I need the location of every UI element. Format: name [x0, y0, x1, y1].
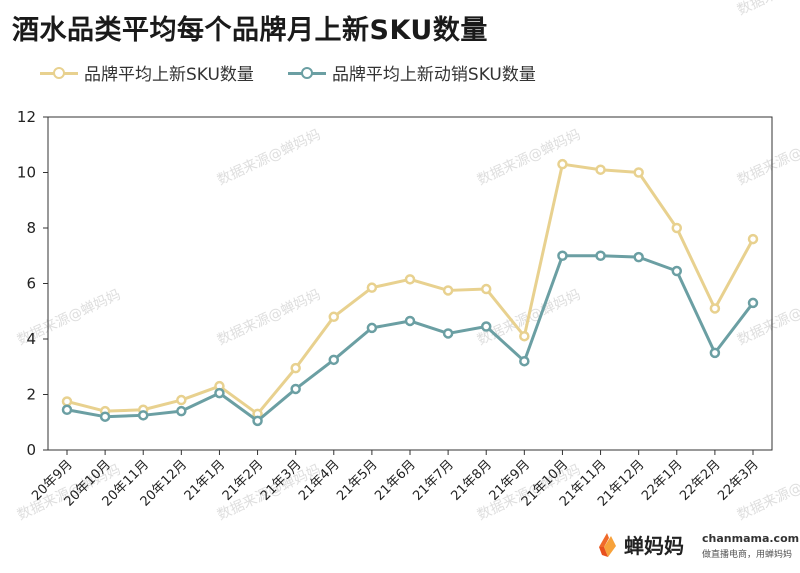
series-1-point [290, 362, 301, 374]
series-1-point [480, 283, 492, 295]
series-1-point [176, 394, 187, 406]
y-tick-label: 0 [26, 441, 36, 459]
watermark-text: 数据来源@蝉妈妈 [215, 287, 323, 349]
series-2-point [709, 347, 721, 359]
x-tick-label: 21年6月 [372, 457, 419, 504]
y-tick-label: 4 [26, 330, 36, 348]
y-tick-label: 8 [26, 219, 36, 237]
series-2-point [214, 387, 225, 399]
series-1-point [557, 158, 568, 170]
legend-swatch-series-2 [287, 66, 326, 80]
brand-name: 蝉妈妈 [624, 534, 684, 558]
chart-title: 酒水品类平均每个品牌月上新SKU数量 [12, 15, 488, 46]
series-2-point [557, 250, 568, 261]
series-2-point [671, 265, 683, 277]
series-2-point [99, 411, 111, 422]
series-2-point [252, 415, 263, 427]
watermark-text: 数据来源@蝉妈妈 [215, 127, 323, 189]
watermark-text: 数据来源@蝉妈妈 [735, 127, 800, 189]
series-2-point [480, 321, 492, 332]
legend-swatch-series-1 [40, 66, 78, 80]
legend-item-series-1: 品牌平均上新SKU数量 [40, 60, 254, 85]
series-2-point [290, 383, 301, 395]
series-1-point [595, 164, 606, 175]
brand-url: chanmama.com [702, 532, 800, 545]
x-tick-label: 21年8月 [449, 457, 496, 504]
y-tick-label: 2 [26, 386, 36, 404]
series-2-point [519, 355, 530, 367]
legend-item-series-2: 品牌平均上新动销SKU数量 [287, 60, 536, 85]
series-2-point [137, 410, 149, 421]
series-2-point [747, 297, 759, 309]
x-tick-label: 22年1月 [639, 457, 686, 504]
series-1-point [61, 396, 73, 407]
legend-label-series-1: 品牌平均上新SKU数量 [84, 65, 254, 85]
series-1-point [633, 167, 644, 178]
series-1-point [404, 274, 416, 285]
watermark-text: 数据来源@蝉妈妈 [475, 127, 583, 189]
x-tick-label: 21年7月 [410, 457, 457, 504]
series-2-point [633, 251, 644, 263]
series-1-point [709, 303, 721, 314]
series-1-point [519, 330, 530, 342]
y-tick-label: 12 [17, 108, 36, 126]
series-1-point [671, 222, 683, 234]
series-2-point [404, 315, 416, 327]
series-1-point [366, 282, 378, 293]
series-1-point [328, 311, 340, 323]
series-2-point [328, 354, 340, 366]
watermark-text: 数据来源@蝉妈妈 [735, 287, 800, 349]
x-tick-label: 22年2月 [677, 457, 724, 504]
x-tick-label: 21年1月 [182, 457, 229, 504]
x-tick-label: 21年5月 [334, 457, 381, 504]
brand-block: 蝉妈妈 [596, 530, 684, 559]
series-2-point [442, 328, 454, 339]
series-1-point [747, 233, 759, 245]
y-tick-label: 10 [17, 164, 36, 182]
brand-side: chanmama.com 做直播电商，用蝉妈妈 [702, 532, 799, 560]
series-2-point [366, 322, 378, 334]
series-2-point [176, 405, 187, 417]
series-1-point [442, 285, 454, 296]
series-2-point [61, 404, 73, 416]
chart-legend: 品牌平均上新SKU数量 品牌平均上新动销SKU数量 [40, 60, 536, 85]
y-tick-label: 6 [26, 275, 36, 293]
series-2-point [595, 250, 606, 261]
watermark-text: 数据来源@蝉妈妈 [735, 0, 800, 19]
legend-label-series-2: 品牌平均上新动销SKU数量 [331, 65, 536, 85]
x-tick-label: 22年3月 [715, 457, 762, 504]
chanmama-logo-icon [596, 531, 618, 559]
series-line-1 [66, 162, 755, 416]
brand-slogan: 做直播电商，用蝉妈妈 [702, 550, 793, 560]
